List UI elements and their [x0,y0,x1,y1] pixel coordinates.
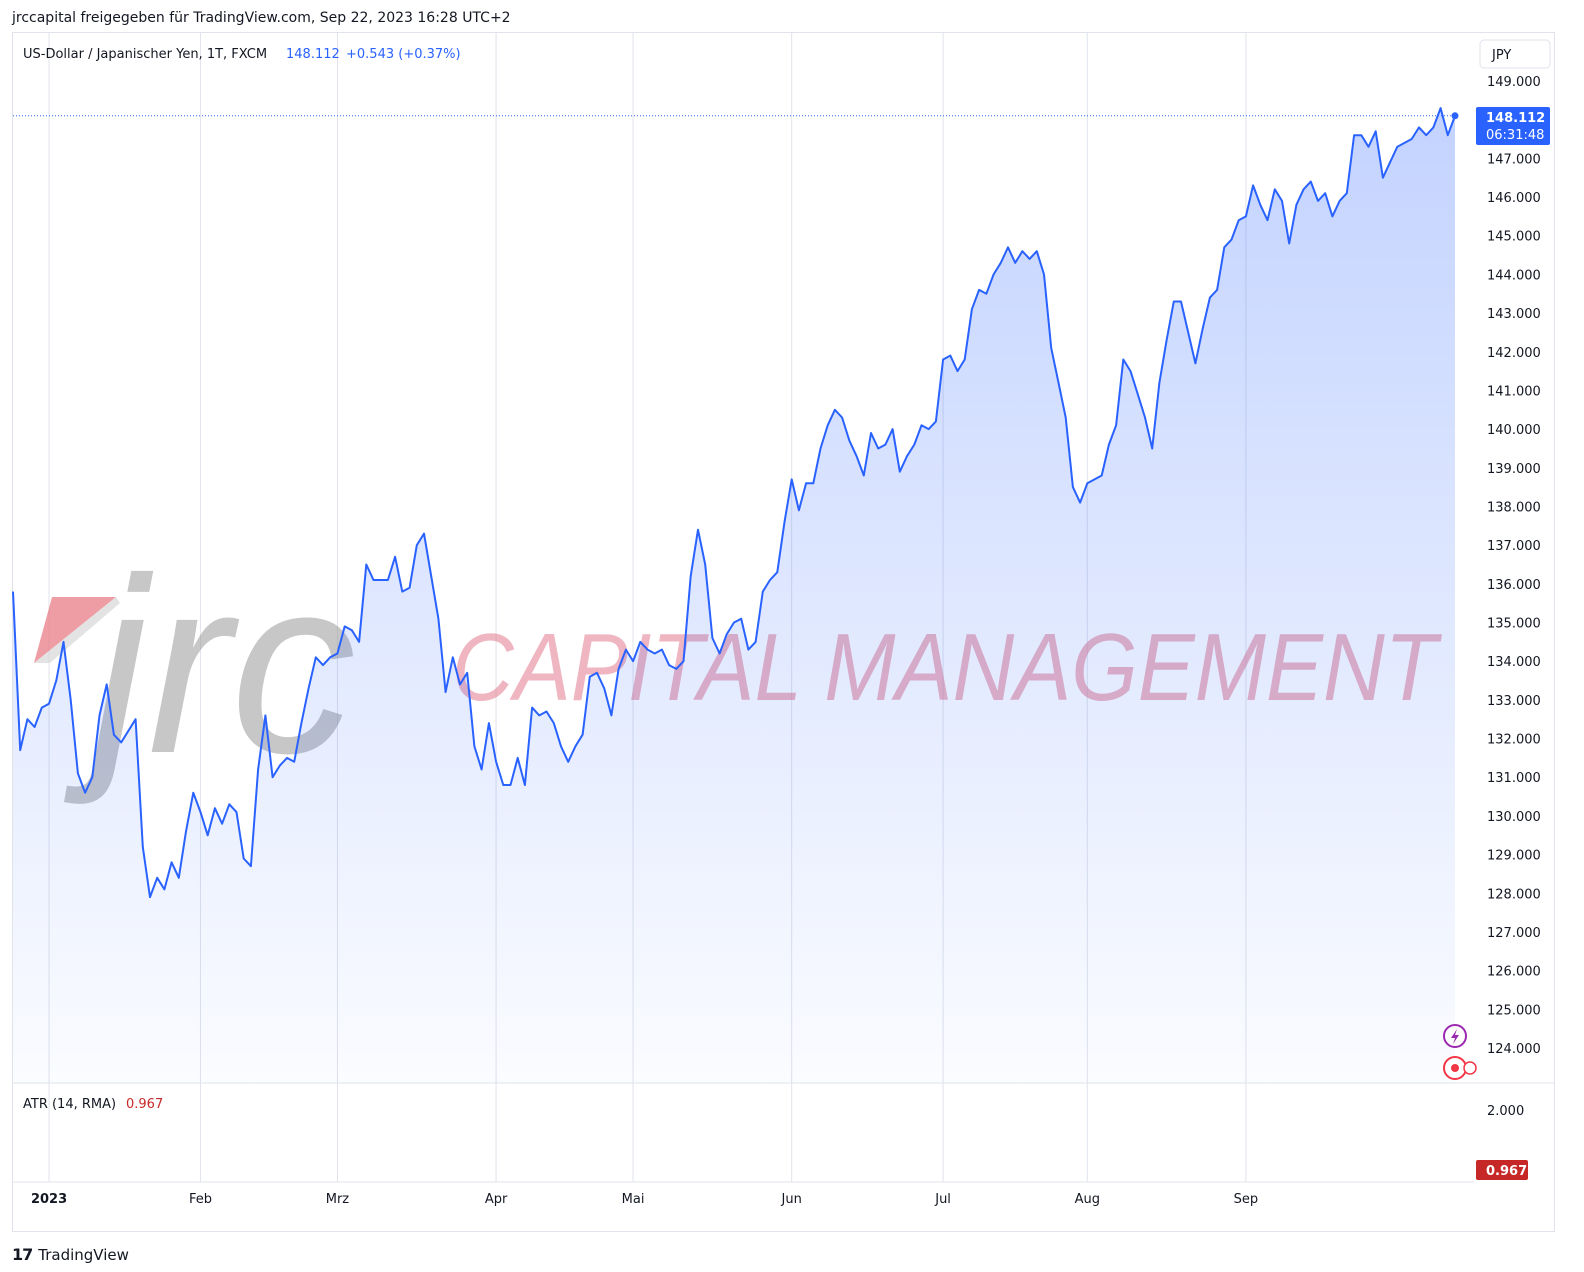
x-tick-label: Apr [485,1192,508,1207]
price-change: +0.543 (+0.37%) [346,47,461,62]
atr-value: 0.967 [126,1097,163,1112]
atr-tag: 0.967 [1476,1160,1528,1180]
x-tick-label: Jun [781,1192,802,1207]
price-tag-value: 148.112 [1486,111,1545,126]
y-tick-label: 139.000 [1487,462,1541,477]
y-tick-label: 132.000 [1487,733,1541,748]
x-tick-label: Mai [622,1192,645,1207]
price-axis[interactable]: 149.000 147.000 146.000 145.000 144.000 143.0… [1487,75,1541,1057]
y-tick-label: 146.000 [1487,191,1541,206]
price-tag: 148.112 06:31:48 [1476,107,1550,145]
atr-label: ATR (14, RMA) [23,1097,116,1112]
tradingview-logo[interactable]: 17 TradingView [12,1245,129,1264]
y-tick-label: 134.000 [1487,655,1541,670]
y-tick-label: 129.000 [1487,849,1541,864]
y-tick-label: 141.000 [1487,384,1541,399]
y-tick-label: 145.000 [1487,230,1541,245]
x-tick-label: Mrz [326,1192,350,1207]
y-tick-label: 126.000 [1487,965,1541,980]
attribution-text: jrccapital freigegeben für TradingView.c… [12,10,511,26]
tradingview-brand: TradingView [38,1245,129,1264]
last-point-marker [1451,112,1459,120]
y-tick-label: 133.000 [1487,694,1541,709]
y-tick-label: 144.000 [1487,268,1541,283]
y-tick-label: 147.000 [1487,152,1541,167]
symbol-title: US-Dollar / Japanischer Yen, 1T, FXCM [23,47,267,62]
y-tick-label: 143.000 [1487,307,1541,322]
x-tick-label: Feb [189,1192,212,1207]
y-tick-label: 142.000 [1487,346,1541,361]
y-tick-label: 131.000 [1487,771,1541,786]
y-tick-label: 140.000 [1487,423,1541,438]
y-tick-label: 137.000 [1487,539,1541,554]
time-axis[interactable]: 2023 Feb Mrz Apr Mai Jun Jul Aug Sep [31,1192,1258,1207]
last-price: 148.112 [286,47,340,62]
x-tick-label: Aug [1075,1192,1100,1207]
price-line [12,107,1456,899]
y-tick-label: 135.000 [1487,617,1541,632]
price-tag-countdown: 06:31:48 [1486,128,1544,143]
currency-button[interactable]: JPY [1479,39,1551,69]
x-tick-label: Jul [934,1192,951,1207]
y-tick-label: 138.000 [1487,500,1541,515]
x-tick-label: Sep [1234,1192,1259,1207]
currency-label: JPY [1491,48,1511,63]
atr-axis-label: 2.000 [1487,1104,1524,1119]
x-tick-label: 2023 [31,1192,67,1207]
y-tick-label: 136.000 [1487,578,1541,593]
area-fill [13,108,1455,1084]
y-tick-label: 127.000 [1487,926,1541,941]
price-area [12,107,1456,1084]
y-tick-label: 125.000 [1487,1003,1541,1018]
y-tick-label: 128.000 [1487,887,1541,902]
economic-event-icon[interactable] [1443,1056,1477,1080]
chart-frame [12,32,1555,1232]
atr-tag-value: 0.967 [1486,1164,1527,1179]
y-tick-label: 124.000 [1487,1042,1541,1057]
tradingview-mark-icon: 17 [12,1245,33,1264]
y-tick-label: 130.000 [1487,810,1541,825]
y-tick-label: 149.000 [1487,75,1541,90]
lightning-icon[interactable] [1443,1024,1467,1048]
